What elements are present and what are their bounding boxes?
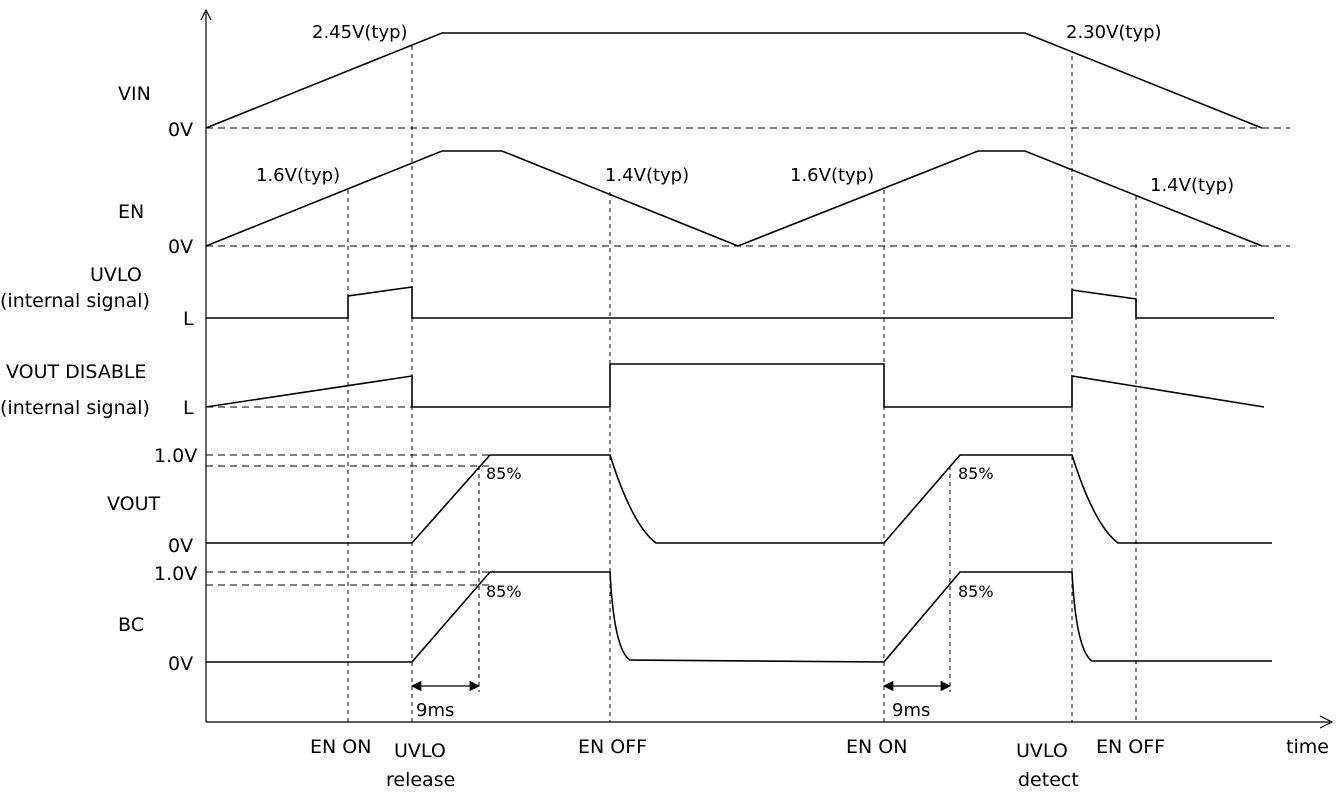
axes — [200, 8, 1334, 729]
event-uvlo-detect-line2: detect — [1018, 769, 1079, 791]
x-axis-label: time — [1286, 736, 1329, 758]
event-uvlo-release-line1: UVLO — [394, 740, 446, 762]
vout-zero-label: 0V — [168, 535, 193, 557]
vout-label: VOUT — [107, 493, 161, 515]
delay-label-1: 9ms — [416, 700, 454, 721]
en-threshold-1: 1.6V(typ) — [256, 165, 340, 186]
bc-top-label: 1.0V — [154, 563, 197, 585]
vout-disable-label: VOUT DISABLE — [6, 361, 146, 383]
en-threshold-3: 1.6V(typ) — [790, 165, 874, 186]
en-threshold-2: 1.4V(typ) — [605, 165, 689, 186]
uvlo-waveform — [206, 286, 1274, 319]
event-en-on-2: EN ON — [846, 736, 907, 758]
vin-zero-label: 0V — [168, 119, 193, 141]
vout-85pct-2: 85% — [958, 464, 994, 483]
uvlo-label: UVLO — [90, 264, 142, 286]
bc-zero-label: 0V — [168, 653, 193, 675]
bc-85pct-1: 85% — [486, 582, 522, 601]
event-en-on-1: EN ON — [310, 736, 371, 758]
event-labels: EN ON UVLO release EN OFF EN ON UVLO det… — [310, 736, 1329, 791]
vout-disable-waveform — [205, 363, 1265, 408]
delay-label-2: 9ms — [892, 700, 930, 721]
vout-waveform — [206, 454, 1272, 544]
event-en-off-1: EN OFF — [578, 736, 647, 758]
vin-waveform — [205, 32, 1263, 129]
uvlo-level-label: L — [183, 308, 194, 330]
threshold-annotations: 2.45V(typ) 2.30V(typ) 1.6V(typ) 1.4V(typ… — [256, 22, 1234, 721]
en-label: EN — [118, 201, 144, 223]
bc-85pct-2: 85% — [958, 582, 994, 601]
vout-disable-sub-label: (internal signal) — [0, 397, 150, 419]
vout-top-label: 1.0V — [154, 445, 197, 467]
bc-waveform — [206, 571, 1272, 663]
signal-labels: VIN 0V EN 0V UVLO (internal signal) L VO… — [0, 83, 197, 675]
vin-label: VIN — [118, 83, 151, 105]
reference-lines — [206, 127, 1290, 586]
bc-label: BC — [118, 614, 144, 636]
x-axis-arrow — [1319, 715, 1334, 729]
event-en-off-2: EN OFF — [1096, 736, 1165, 758]
event-uvlo-detect-line1: UVLO — [1016, 740, 1068, 762]
en-zero-label: 0V — [168, 236, 193, 258]
event-markers — [347, 46, 1137, 722]
y-axis-arrow — [200, 8, 212, 21]
vout-disable-level-label: L — [183, 397, 194, 419]
vin-fall-threshold: 2.30V(typ) — [1066, 22, 1162, 43]
vin-rise-threshold: 2.45V(typ) — [312, 22, 408, 43]
vout-85pct-1: 85% — [486, 464, 522, 483]
waveforms — [205, 32, 1274, 663]
event-uvlo-release-line2: release — [386, 769, 455, 791]
en-waveform — [205, 150, 1263, 247]
uvlo-sub-label: (internal signal) — [0, 290, 150, 312]
en-threshold-4: 1.4V(typ) — [1150, 175, 1234, 196]
